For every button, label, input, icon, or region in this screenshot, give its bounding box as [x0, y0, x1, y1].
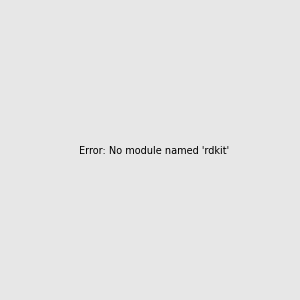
Text: Error: No module named 'rdkit': Error: No module named 'rdkit': [79, 146, 229, 157]
